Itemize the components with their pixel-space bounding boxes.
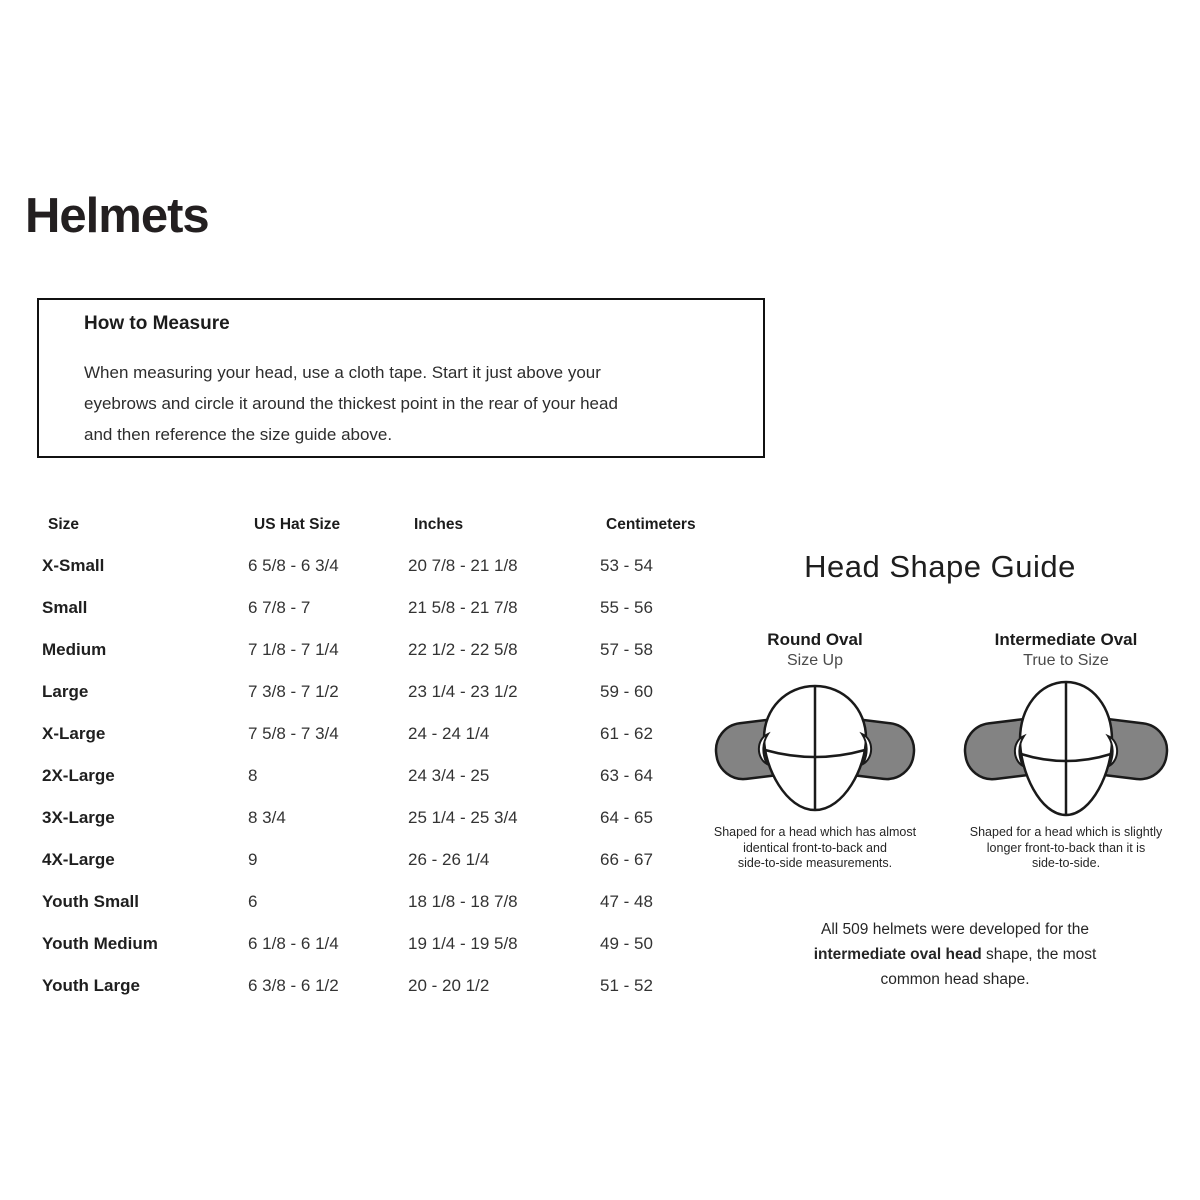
shape-name: Intermediate Oval <box>994 630 1138 649</box>
table-row-inches: 21 5/8 - 21 7/8 <box>408 598 518 617</box>
shape-name: Round Oval <box>767 630 863 649</box>
table-row-centimeters: 57 - 58 <box>600 640 653 659</box>
table-row-centimeters: 66 - 67 <box>600 850 653 869</box>
table-row-centimeters: 53 - 54 <box>600 556 653 575</box>
table-row-size: Youth Medium <box>42 934 158 953</box>
table-row-us-hat-size: 7 5/8 - 7 3/4 <box>248 724 339 743</box>
table-row-size: X-Large <box>42 724 106 743</box>
table-row-inches: 24 - 24 1/4 <box>408 724 490 743</box>
table-row-size: Medium <box>42 640 107 659</box>
how-to-measure-box: How to Measure When measuring your head,… <box>37 298 765 458</box>
table-row-centimeters: 51 - 52 <box>600 976 653 995</box>
table-row-us-hat-size: 6 7/8 - 7 <box>248 598 311 617</box>
table-row-inches: 24 3/4 - 25 <box>408 766 490 785</box>
table-row-centimeters: 64 - 65 <box>600 808 653 827</box>
table-row-us-hat-size: 6 5/8 - 6 3/4 <box>248 556 339 575</box>
table-row-size: 2X-Large <box>42 766 115 785</box>
measure-box-heading: How to Measure <box>84 313 230 334</box>
table-row-centimeters: 61 - 62 <box>600 724 653 743</box>
column-header-centimeters: Centimeters <box>606 516 696 533</box>
table-row-centimeters: 49 - 50 <box>600 934 653 953</box>
shape-fit-advice: Size Up <box>786 652 844 669</box>
table-row-inches: 25 1/4 - 25 3/4 <box>408 808 518 827</box>
table-row-inches: 20 7/8 - 21 1/8 <box>408 556 518 575</box>
table-row-us-hat-size: 7 3/8 - 7 1/2 <box>248 682 339 701</box>
table-row-centimeters: 63 - 64 <box>600 766 653 785</box>
table-row-size: 4X-Large <box>42 850 115 869</box>
table-row-us-hat-size: 6 <box>248 892 258 911</box>
page-title: Helmets <box>25 189 210 243</box>
note-suffix: shape, the most common head shape. <box>880 946 1097 988</box>
intermediate-oval-head-diagram-icon <box>963 680 1169 817</box>
table-row-size: Large <box>42 682 89 701</box>
table-row-us-hat-size: 6 1/8 - 6 1/4 <box>248 934 339 953</box>
measure-box-body: When measuring your head, use a cloth ta… <box>84 363 618 444</box>
note-prefix: All 509 helmets were developed for the <box>821 921 1089 938</box>
intermediate-oval-section: Intermediate Oval True to Size Shaped fo… <box>956 630 1176 872</box>
table-row-inches: 23 1/4 - 23 1/2 <box>408 682 518 701</box>
table-row-size: X-Small <box>42 556 105 575</box>
table-row-centimeters: 55 - 56 <box>600 598 653 617</box>
shape-caption: Shaped for a head which is slightly long… <box>969 825 1163 870</box>
table-row-centimeters: 59 - 60 <box>600 682 653 701</box>
column-header-inches: Inches <box>414 516 464 533</box>
table-row-size: Youth Large <box>42 976 140 995</box>
table-row-inches: 20 - 20 1/2 <box>408 976 490 995</box>
column-header-size: Size <box>48 516 80 533</box>
table-row-size: Youth Small <box>42 892 139 911</box>
table-row-inches: 26 - 26 1/4 <box>408 850 490 869</box>
table-row-centimeters: 47 - 48 <box>600 892 653 911</box>
table-row-inches: 19 1/4 - 19 5/8 <box>408 934 518 953</box>
head-shape-guide-title: Head Shape Guide <box>804 549 1076 584</box>
shape-caption: Shaped for a head which has almost ident… <box>713 825 917 870</box>
table-row-inches: 18 1/8 - 18 7/8 <box>408 892 518 911</box>
size-table: Size US Hat Size Inches Centimeters X-Sm… <box>42 503 750 1007</box>
table-row-us-hat-size: 7 1/8 - 7 1/4 <box>248 640 339 659</box>
helmet-development-note: All 509 helmets were developed for the i… <box>757 917 1153 992</box>
table-row-size: Small <box>42 598 88 617</box>
table-row-us-hat-size: 8 3/4 <box>248 808 286 827</box>
note-bold-phrase: intermediate oval head <box>813 946 982 963</box>
table-row-us-hat-size: 9 <box>248 850 258 869</box>
table-row-us-hat-size: 8 <box>248 766 258 785</box>
round-oval-section: Round Oval Size Up Shaped for a head whi… <box>705 630 925 872</box>
round-oval-head-diagram-icon <box>714 684 916 812</box>
column-header-us-hat-size: US Hat Size <box>254 516 341 533</box>
shape-fit-advice: True to Size <box>1023 652 1109 669</box>
table-row-size: 3X-Large <box>42 808 115 827</box>
table-row-inches: 22 1/2 - 22 5/8 <box>408 640 518 659</box>
table-row-us-hat-size: 6 3/8 - 6 1/2 <box>248 976 339 995</box>
